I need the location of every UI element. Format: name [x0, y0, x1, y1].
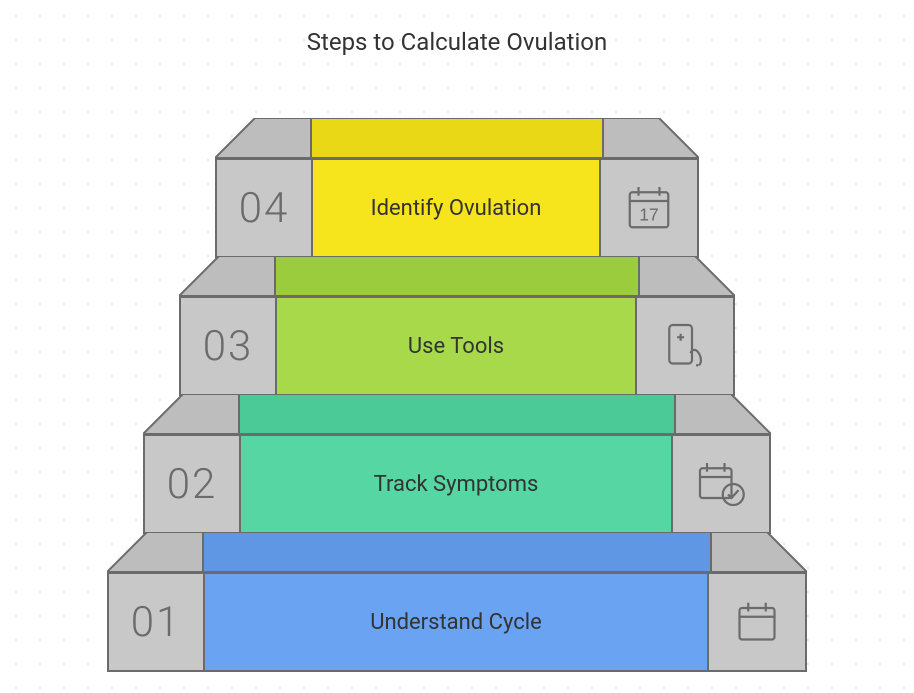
calendar-17-icon: 17 — [601, 160, 697, 256]
step-face: 01Understand Cycle — [107, 572, 807, 672]
step-top — [143, 394, 771, 434]
step-top — [107, 532, 807, 572]
step-01: 01Understand Cycle — [107, 532, 807, 672]
step-face: 03Use Tools — [179, 296, 735, 396]
phone-plus-touch-icon — [637, 298, 733, 394]
step-number: 03 — [181, 298, 277, 394]
step-top — [215, 118, 699, 158]
step-04: 04Identify Ovulation 17 — [215, 118, 699, 258]
calendar-check-icon — [673, 436, 769, 532]
step-label: Understand Cycle — [205, 574, 709, 670]
step-label: Use Tools — [277, 298, 637, 394]
step-03: 03Use Tools — [179, 256, 735, 396]
calendar-blank-icon — [709, 574, 805, 670]
step-label: Track Symptoms — [241, 436, 673, 532]
step-number: 02 — [145, 436, 241, 532]
step-number: 04 — [217, 160, 313, 256]
svg-text:17: 17 — [639, 204, 658, 224]
page-title: Steps to Calculate Ovulation — [0, 0, 914, 56]
step-label: Identify Ovulation — [313, 160, 601, 256]
step-face: 04Identify Ovulation 17 — [215, 158, 699, 258]
step-face: 02Track Symptoms — [143, 434, 771, 534]
step-top — [179, 256, 735, 296]
step-02: 02Track Symptoms — [143, 394, 771, 534]
step-number: 01 — [109, 574, 205, 670]
